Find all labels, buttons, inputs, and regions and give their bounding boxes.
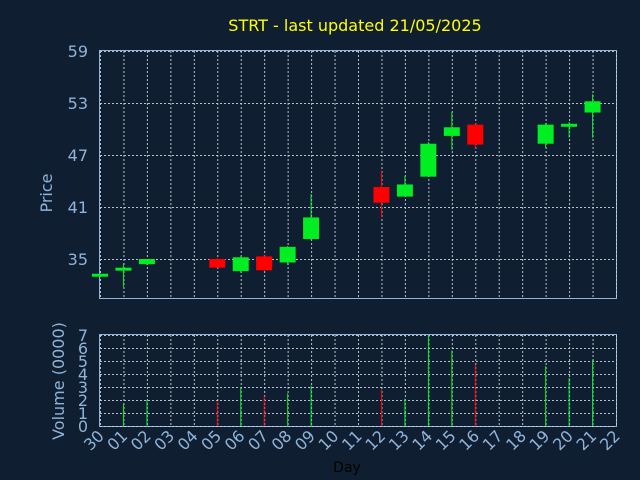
candle-body: [537, 124, 554, 144]
volume-y-tick-label: 4: [78, 365, 88, 384]
volume-y-tick-label: 5: [78, 352, 88, 371]
candle-body: [303, 217, 320, 240]
volume-y-tick-label: 2: [78, 391, 88, 410]
volume-y-tick-label: 0: [78, 417, 88, 436]
candle-body: [279, 246, 296, 263]
x-tick-label: 22: [596, 426, 624, 454]
candles: [92, 94, 601, 287]
volume-y-tick-label: 1: [78, 404, 88, 423]
volume-y-tick-label: 3: [78, 378, 88, 397]
price-y-tick-label: 47: [68, 146, 88, 165]
chart-title: STRT - last updated 21/05/2025: [228, 16, 481, 35]
x-tick-labels: 3001020304050607080910111213141516171819…: [80, 426, 624, 454]
volume-axis-label: Volume (0000): [49, 322, 68, 440]
volume-grid: [100, 335, 617, 427]
candle-body: [584, 101, 601, 113]
candle-body: [256, 256, 273, 271]
price-y-tick-label: 41: [68, 198, 88, 217]
candle-body: [396, 184, 413, 197]
candle-body: [232, 257, 249, 272]
price-axis-label: Price: [37, 173, 56, 212]
volume-y-tick-label: 7: [78, 326, 88, 345]
price-y-tick-label: 59: [68, 42, 88, 61]
candle-body: [373, 187, 390, 203]
candle-body: [443, 127, 460, 136]
candle-body: [467, 124, 484, 145]
candle-body: [209, 259, 226, 268]
volume-y-tick-label: 6: [78, 339, 88, 358]
candle-body: [420, 143, 437, 177]
x-axis-label: Day: [333, 460, 361, 476]
candle-body: [138, 259, 155, 265]
price-y-tick-label: 53: [68, 94, 88, 113]
candle-body: [115, 267, 132, 271]
candle-body: [92, 273, 108, 277]
price-y-tick-label: 35: [68, 250, 88, 269]
candle-body: [561, 123, 578, 127]
price-y-tick-labels: 35 41 47 53 59: [68, 42, 88, 269]
volume-bars: [122, 335, 594, 426]
